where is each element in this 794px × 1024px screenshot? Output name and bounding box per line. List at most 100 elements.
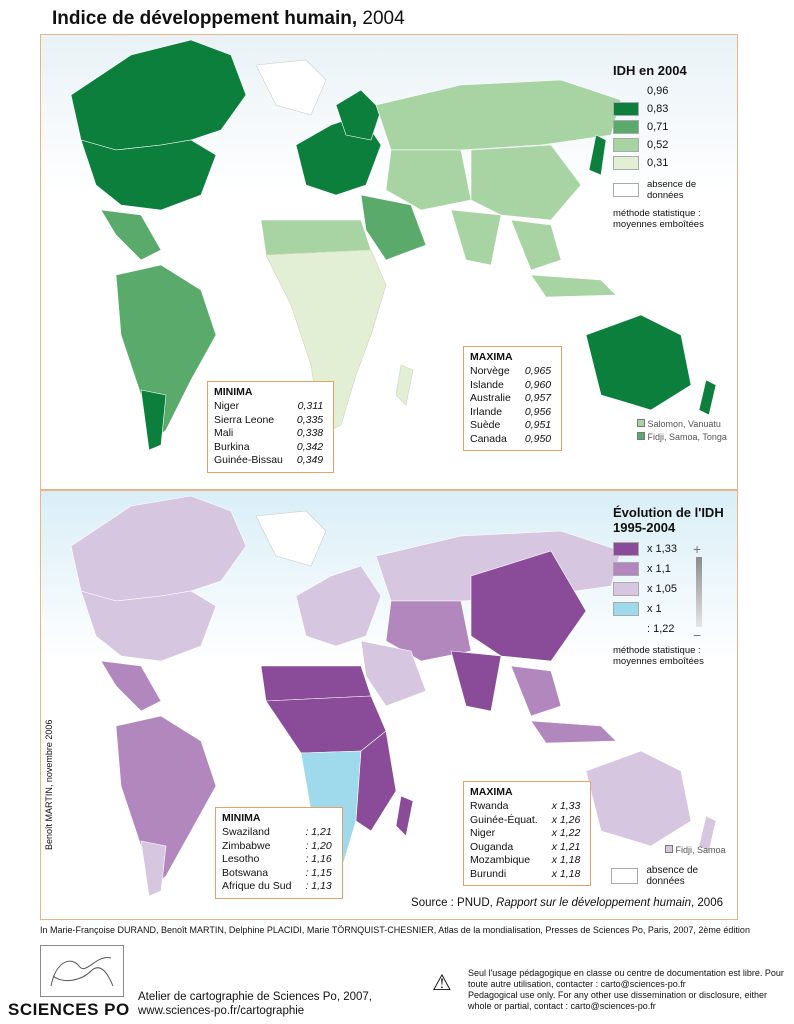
south-america-shape (115, 715, 217, 892)
russia-shape (375, 79, 622, 151)
china-shape (470, 550, 587, 662)
hdi-legend-label: 0,31 (647, 157, 669, 169)
table-row: Mali 0,338 (214, 427, 324, 439)
table-row: Sierra Leone 0,335 (214, 413, 324, 426)
hdi-minima-box: MINIMA Niger 0,311 Sierra Leone 0,335 Mali… (207, 381, 335, 473)
india-shape (450, 650, 502, 712)
table-row: Suède 0,951 (470, 419, 552, 431)
no-data-swatch (611, 868, 639, 884)
mexico-central-shape (100, 209, 162, 261)
middle-east-shape (360, 640, 427, 707)
east-africa-shape (355, 730, 397, 832)
source-note: Source : PNUD, Rapport sur le développem… (411, 897, 723, 909)
island-marker-icon (665, 845, 673, 853)
warning-triangle-icon: ⚠ (432, 970, 452, 995)
hdi-evolution-legend: Évolution de l'IDH 1995-2004 x 1,33 x 1,… (613, 505, 724, 667)
title-main: Indice de développement humain, (52, 8, 358, 29)
no-data-label: absence de données (647, 179, 697, 201)
author-credit: Benoît MARTIN, novembre 2006 (44, 719, 54, 850)
minus-icon: − (693, 627, 702, 643)
method-note: méthode statistique : moyennes emboîtées (613, 208, 704, 230)
table-row: Guinée-Équat. x 1,26 (470, 813, 581, 826)
rights-fr: Seul l'usage pédagogique en classe ou ce… (468, 968, 784, 989)
evolution-legend-label: x 1,1 (647, 563, 671, 575)
sub-saharan-africa-shape (265, 249, 387, 436)
new-zealand-shape (698, 379, 717, 416)
atelier-url[interactable]: www.sciences-po.fr/cartographie (138, 1005, 305, 1017)
table-row: Lesotho: 1,16 (222, 853, 332, 865)
southeast-asia-shape (510, 665, 562, 717)
table-row: Niger 0,311 (214, 400, 324, 412)
southeast-asia-shape (510, 219, 562, 271)
indonesia-shape (530, 720, 617, 744)
maxima-table: Rwanda x 1,33 Guinée-Équat. x 1,26 Niger x … (470, 800, 584, 881)
new-zealand-shape (698, 815, 717, 852)
evolution-minima-box: MINIMA Swaziland: 1,21 Zimbabwe: 1,20 Le… (215, 807, 343, 899)
hdi-legend: IDH en 2004 0,96 0,83 0,71 0,52 0,31 abs… (613, 63, 723, 230)
evolution-legend-title: Évolution de l'IDH (613, 505, 724, 520)
no-data-swatch (613, 183, 639, 197)
table-row: Burkina 0,342 (214, 440, 324, 453)
scandinavia-shape (335, 89, 382, 141)
hdi-legend-swatch (613, 120, 639, 134)
australia-shape (585, 314, 692, 411)
evolution-legend-label: x 1,05 (647, 583, 677, 595)
hdi-legend-label: 0,96 (647, 85, 669, 97)
table-row: Burundi x 1,18 (470, 867, 581, 880)
hdi-legend-label: 0,71 (647, 121, 669, 133)
usa-shape (80, 139, 217, 211)
west-central-africa-shape (265, 695, 387, 754)
minima-table: Swaziland: 1,21 Zimbabwe: 1,20 Lesotho: … (222, 826, 336, 894)
method-note: méthode statistique : moyennes emboîtées (613, 645, 704, 667)
hdi-maxima-box: MAXIMA Norvège 0,965 Islande 0,960 Austral… (463, 346, 563, 451)
atelier-line: Atelier de cartographie de Sciences Po, … (138, 991, 372, 1003)
usage-rights: Seul l'usage pédagogique en classe ou ce… (468, 968, 788, 1012)
hdi-legend-swatch (613, 102, 639, 116)
table-row: Niger x 1,22 (470, 827, 581, 839)
plus-icon: + (693, 541, 702, 557)
table-row: Australie 0,957 (470, 392, 552, 404)
north-africa-shape (260, 665, 372, 702)
atelier-credit: Atelier de cartographie de Sciences Po, … (138, 990, 372, 1018)
argentina-chile-shape (140, 389, 167, 451)
islands-note-2: Fidji, Samoa, Tonga (637, 432, 727, 442)
islands-note-1: Salomon, Vanuatu (637, 419, 721, 429)
sciences-po-emblem-icon (40, 945, 124, 997)
evolution-legend-years: 1995-2004 (613, 520, 676, 535)
emblem-drawing (50, 957, 114, 987)
madagascar-shape (395, 364, 414, 406)
hdi-2004-map-panel: IDH en 2004 0,96 0,83 0,71 0,52 0,31 abs… (40, 34, 738, 490)
hdi-legend-title: IDH en 2004 (613, 63, 687, 78)
argentina-chile-shape (140, 840, 167, 897)
table-row: Ouganda x 1,21 (470, 840, 581, 853)
maxima-title: MAXIMA (470, 351, 513, 363)
maxima-title: MAXIMA (470, 786, 513, 798)
publication-credit: In Marie-Françoise DURAND, Benoît MARTIN… (40, 925, 750, 935)
island-marker-icon (637, 432, 645, 440)
table-row: Mozambique x 1,18 (470, 854, 581, 866)
north-africa-shape (260, 219, 372, 256)
central-asia-shape (385, 149, 472, 211)
evolution-legend-label: x 1,33 (647, 543, 677, 555)
canada-shape (70, 495, 247, 602)
south-america-shape (115, 264, 217, 446)
maxima-table: Norvège 0,965 Islande 0,960 Australie 0,957… (470, 365, 555, 446)
evolution-legend-label: : 1,22 (647, 623, 675, 635)
mexico-central-shape (100, 660, 162, 712)
usa-shape (80, 590, 217, 662)
india-shape (450, 209, 502, 266)
sciences-po-logo: SCIENCES PO (8, 1000, 130, 1019)
rights-en: Pedagogical use only. For any other use … (468, 990, 767, 1011)
table-row: Guinée-Bissau 0,349 (214, 454, 324, 466)
page-title: Indice de développement humain, 2004 (52, 8, 405, 30)
islands-note: Fidji, Samoa (665, 845, 726, 855)
table-row: Canada 0,950 (470, 432, 552, 445)
minima-title: MINIMA (214, 386, 253, 398)
europe-shape (295, 565, 382, 647)
greenland-shape (255, 510, 327, 567)
table-row: Norvège 0,965 (470, 365, 552, 377)
evolution-maxima-box: MAXIMA Rwanda x 1,33 Guinée-Équat. x 1,26 … (463, 781, 592, 886)
canada-shape (70, 39, 247, 151)
island-marker-icon (637, 419, 645, 427)
table-row: Rwanda x 1,33 (470, 800, 581, 812)
